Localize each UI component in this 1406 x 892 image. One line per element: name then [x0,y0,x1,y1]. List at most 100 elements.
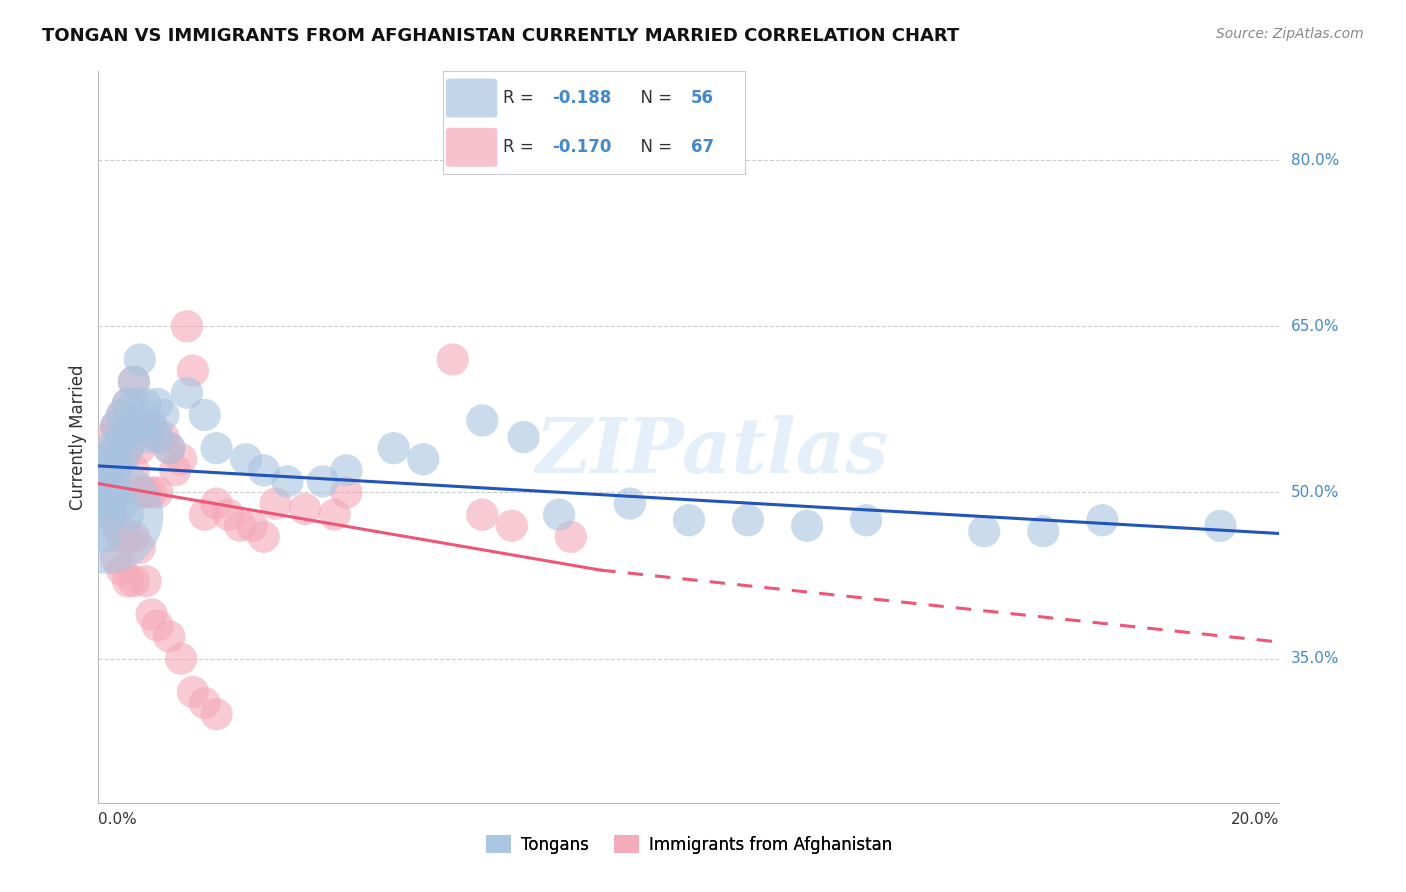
FancyBboxPatch shape [446,78,498,118]
Point [170,452,193,467]
Point [146,397,169,411]
Point [135,485,157,500]
Text: 50.0%: 50.0% [1291,485,1340,500]
Point [111,408,134,422]
Point [235,452,257,467]
Point [105,419,128,434]
Text: ZIPatlas: ZIPatlas [536,415,889,489]
Point [98,497,121,511]
Point [146,430,169,444]
Point [176,319,198,334]
Point [117,397,139,411]
Point [855,513,877,527]
Point [105,441,128,455]
Point [152,430,174,444]
Point [111,497,134,511]
Point [105,441,128,455]
Point [93,530,115,544]
Point [441,352,464,367]
Point [98,463,121,477]
Point [128,485,150,500]
Point [98,508,121,522]
Point [194,696,217,710]
Point [141,419,163,434]
Point [117,441,139,455]
Point [146,485,169,500]
Point [128,541,150,555]
Point [141,485,163,500]
Point [117,441,139,455]
Point [111,452,134,467]
Point [512,430,534,444]
Point [229,518,252,533]
Text: 65.0%: 65.0% [1291,318,1340,334]
Point [135,397,157,411]
Point [111,452,134,467]
Point [737,513,759,527]
Text: 67: 67 [690,138,714,156]
Point [98,485,121,500]
Text: -0.170: -0.170 [551,138,612,156]
Point [548,508,571,522]
Text: TONGAN VS IMMIGRANTS FROM AFGHANISTAN CURRENTLY MARRIED CORRELATION CHART: TONGAN VS IMMIGRANTS FROM AFGHANISTAN CU… [42,27,959,45]
Point [93,475,115,489]
Point [264,497,287,511]
Text: 80.0%: 80.0% [1291,153,1340,168]
Point [122,530,145,544]
Point [1032,524,1054,539]
Point [335,463,357,477]
Point [146,430,169,444]
Point [165,463,187,477]
Point [146,618,169,632]
Point [240,518,263,533]
Text: Source: ZipAtlas.com: Source: ZipAtlas.com [1216,27,1364,41]
Point [501,518,523,533]
Point [157,441,180,455]
Point [111,530,134,544]
Point [128,352,150,367]
Point [276,475,298,489]
Point [122,375,145,389]
Point [253,530,276,544]
Point [560,530,582,544]
Point [471,508,494,522]
Point [117,530,139,544]
Text: 56: 56 [690,89,714,107]
Point [152,408,174,422]
Point [323,508,346,522]
Point [141,419,163,434]
Point [1209,518,1232,533]
Point [117,574,139,589]
Point [122,419,145,434]
Point [128,419,150,434]
Point [93,452,115,467]
Text: -0.188: -0.188 [551,89,612,107]
Point [105,419,128,434]
Point [111,408,134,422]
Point [471,413,494,427]
Point [98,508,121,522]
Text: R =: R = [503,89,540,107]
Text: 20.0%: 20.0% [1232,812,1279,827]
Point [117,419,139,434]
Point [253,463,276,477]
Point [98,497,121,511]
Point [335,485,357,500]
Point [678,513,700,527]
Point [181,363,204,377]
Point [105,485,128,500]
Point [122,397,145,411]
Point [98,430,121,444]
Text: R =: R = [503,138,540,156]
Point [111,563,134,577]
Point [98,452,121,467]
Point [412,452,434,467]
Point [117,508,139,522]
Point [105,463,128,477]
Point [181,685,204,699]
Point [122,574,145,589]
Point [205,707,228,722]
Point [93,497,115,511]
Point [135,419,157,434]
Point [194,408,217,422]
